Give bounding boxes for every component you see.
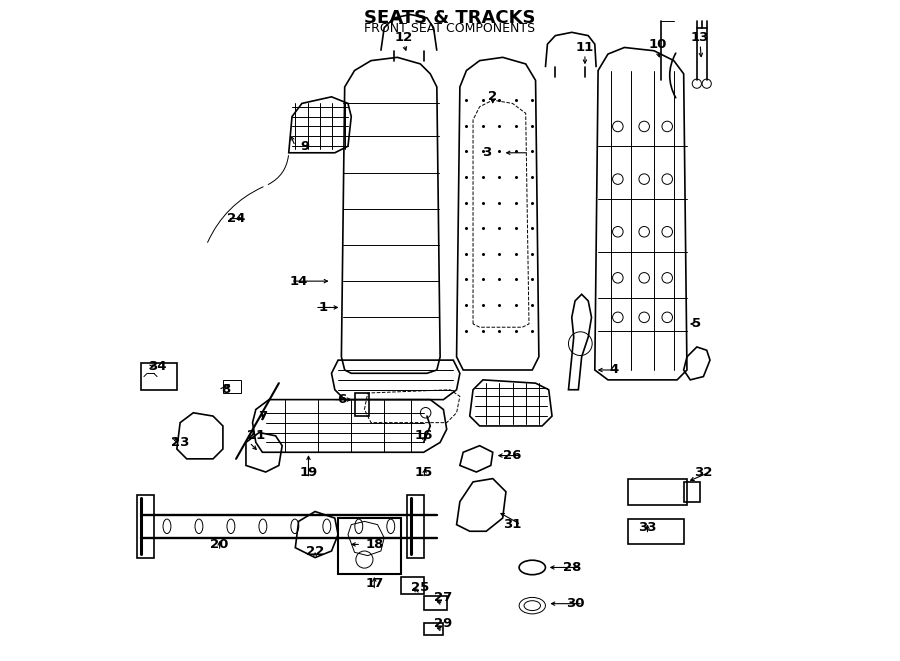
- Text: 19: 19: [300, 465, 318, 479]
- Text: 15: 15: [415, 465, 433, 479]
- Text: 18: 18: [365, 538, 383, 551]
- Bar: [424, 623, 444, 635]
- Text: 20: 20: [211, 538, 229, 551]
- Bar: [223, 380, 241, 393]
- Text: 11: 11: [576, 41, 594, 54]
- Text: 24: 24: [227, 212, 246, 225]
- Text: 27: 27: [435, 590, 453, 603]
- Text: FRONT SEAT COMPONENTS: FRONT SEAT COMPONENTS: [364, 22, 536, 36]
- Text: 25: 25: [411, 581, 429, 594]
- Text: 9: 9: [301, 139, 310, 153]
- Text: 22: 22: [306, 545, 324, 557]
- Text: 4: 4: [610, 364, 619, 377]
- Text: 34: 34: [148, 360, 166, 373]
- Text: 16: 16: [415, 429, 433, 442]
- Text: 1: 1: [320, 301, 328, 314]
- Text: 23: 23: [171, 436, 189, 449]
- Text: 10: 10: [648, 38, 667, 51]
- Text: 3: 3: [482, 146, 490, 159]
- Bar: [400, 577, 424, 594]
- Bar: [138, 495, 154, 558]
- Bar: [627, 479, 687, 505]
- Text: 29: 29: [435, 617, 453, 630]
- Text: 30: 30: [566, 597, 584, 610]
- Bar: [627, 520, 684, 545]
- Text: 21: 21: [247, 429, 265, 442]
- Text: 6: 6: [337, 393, 346, 406]
- Text: 14: 14: [290, 274, 308, 288]
- Bar: [140, 364, 176, 390]
- Bar: [684, 482, 700, 502]
- Bar: [424, 596, 446, 610]
- Bar: [407, 495, 424, 558]
- Text: 8: 8: [221, 383, 230, 396]
- Text: 31: 31: [503, 518, 522, 531]
- Text: 2: 2: [488, 91, 498, 103]
- Bar: [355, 393, 369, 416]
- Text: 13: 13: [691, 31, 709, 44]
- Text: SEATS & TRACKS: SEATS & TRACKS: [364, 9, 536, 27]
- Text: 17: 17: [365, 578, 383, 590]
- Text: 26: 26: [503, 449, 522, 462]
- Bar: [338, 518, 400, 574]
- Text: 32: 32: [694, 465, 713, 479]
- Text: 12: 12: [395, 31, 413, 44]
- Text: 5: 5: [692, 317, 701, 330]
- Text: 33: 33: [638, 522, 657, 535]
- Text: 7: 7: [257, 410, 267, 422]
- Text: 28: 28: [562, 561, 581, 574]
